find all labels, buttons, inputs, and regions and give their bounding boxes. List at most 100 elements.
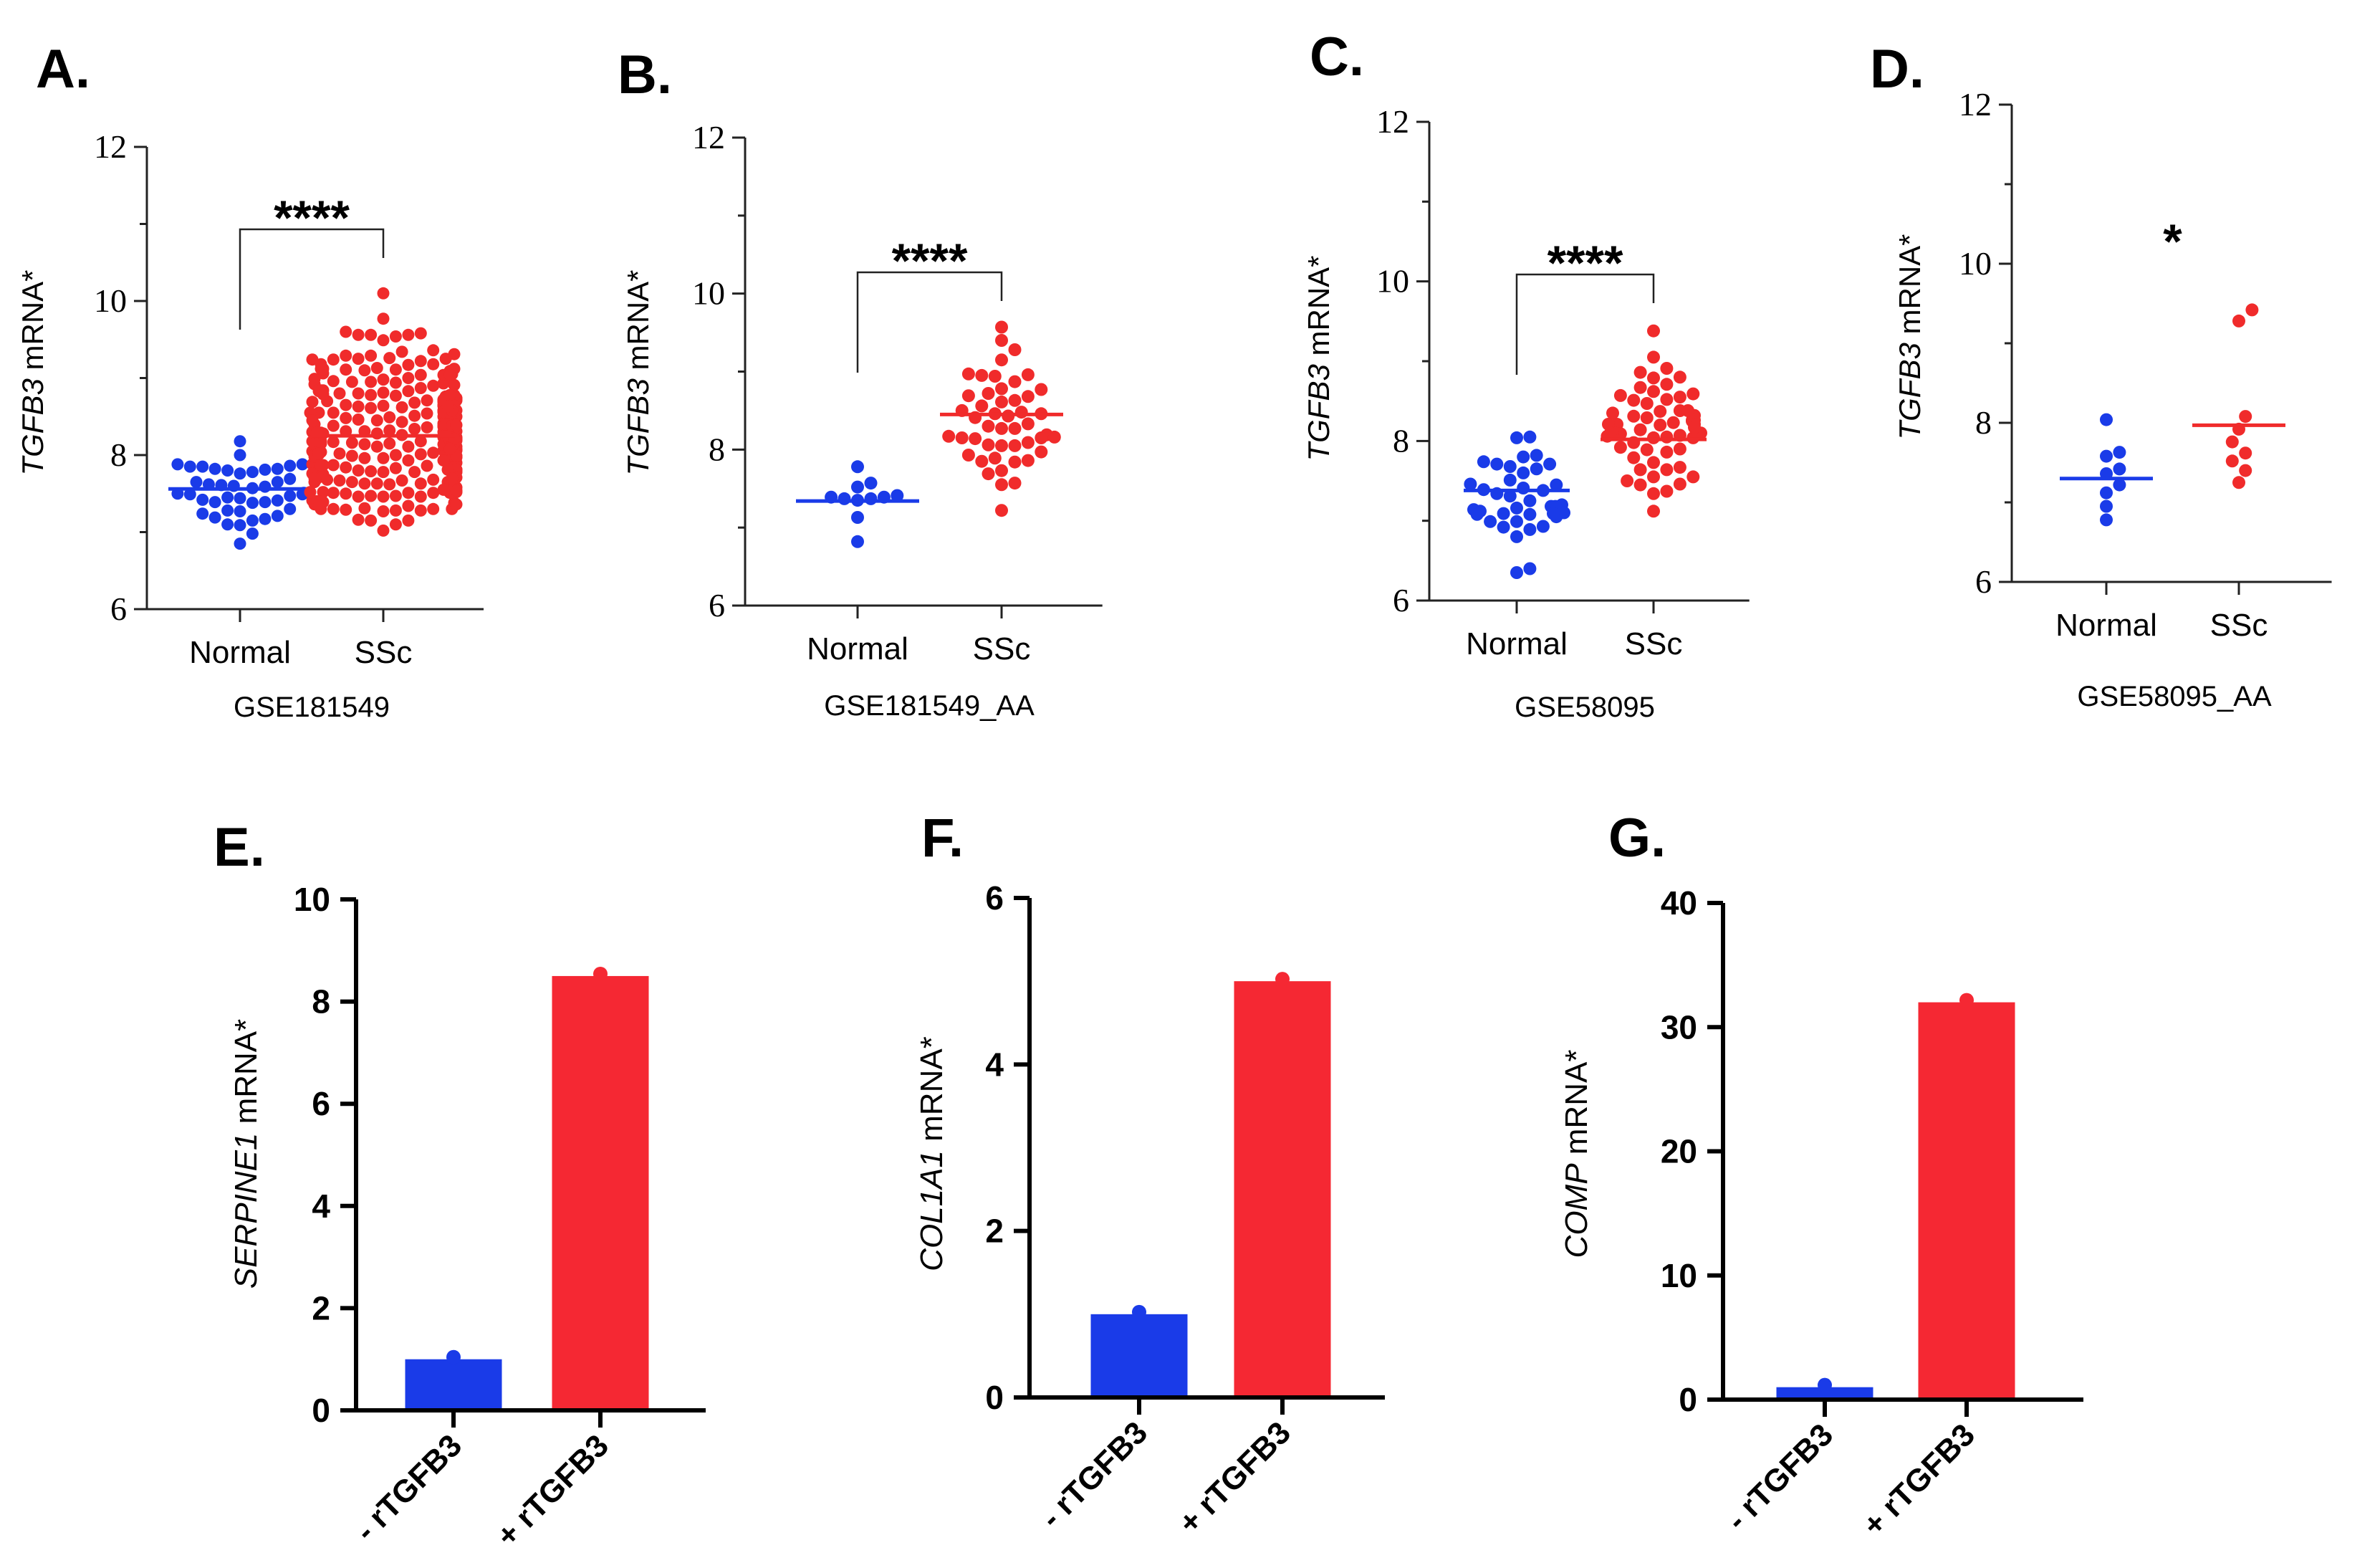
data-point <box>234 467 246 480</box>
data-point <box>408 396 421 409</box>
panel-letter: C. <box>1310 27 1364 87</box>
data-point <box>246 527 259 540</box>
data-point <box>2232 314 2245 328</box>
data-point <box>1604 426 1617 440</box>
data-point <box>1660 393 1674 406</box>
data-point <box>1523 522 1537 536</box>
data-point <box>2113 446 2126 459</box>
data-point <box>402 440 415 453</box>
data-point <box>327 487 340 500</box>
data-point <box>2100 449 2113 463</box>
data-point <box>1484 515 1497 528</box>
y-tick-label: 8 <box>709 431 725 467</box>
data-point <box>365 328 378 341</box>
data-point <box>1021 390 1035 403</box>
data-point <box>1647 385 1660 398</box>
data-point <box>221 518 234 531</box>
data-point <box>190 476 203 489</box>
data-point <box>1660 463 1674 477</box>
y-tick-label: 12 <box>1376 103 1409 140</box>
panel-e: E. 0 2 4 6 8 10 - rTGFB3 + rTGFB3 SERPINE1 mRNA* <box>213 817 706 1554</box>
data-point <box>995 464 1008 477</box>
data-point <box>365 489 378 502</box>
data-point <box>284 502 297 515</box>
x-category-label: SSc <box>355 635 413 670</box>
data-point <box>851 480 864 494</box>
x-axis-title: GSE181549_AA <box>824 690 1035 722</box>
data-point <box>358 438 371 451</box>
data-point <box>377 373 390 386</box>
data-point <box>377 466 390 479</box>
y-axis-gene: SERPINE1 <box>229 1133 264 1289</box>
data-point <box>1536 520 1550 533</box>
y-axis-suffix: mRNA* <box>1893 234 1926 343</box>
data-point <box>995 478 1008 492</box>
data-point <box>259 496 272 509</box>
data-point <box>1688 421 1701 434</box>
data-point <box>340 503 352 516</box>
significance-label: * <box>2163 214 2182 269</box>
x-category-label: Normal <box>189 635 291 670</box>
data-point <box>427 379 440 392</box>
data-point <box>365 376 378 388</box>
data-point <box>1640 397 1654 410</box>
data-point <box>982 419 995 433</box>
data-point <box>414 355 427 368</box>
data-point <box>304 486 317 499</box>
data-point <box>2232 476 2245 489</box>
data-point <box>1647 505 1660 518</box>
data-point <box>1503 473 1517 487</box>
data-point <box>327 406 340 419</box>
data-point <box>408 409 421 422</box>
data-point <box>306 396 319 408</box>
data-point <box>414 477 427 490</box>
data-point <box>1035 431 1048 444</box>
data-point <box>395 345 408 358</box>
data-point <box>975 399 989 413</box>
y-axis-title: TGFB3 mRNA* <box>1893 234 1926 439</box>
data-point <box>352 353 365 365</box>
panel-letter: B. <box>618 44 672 105</box>
data-point <box>1550 478 1563 492</box>
data-point <box>1510 566 1523 579</box>
x-category-label: - rTGFB3 <box>1034 1415 1154 1535</box>
panel-c: C. 6 8 10 12 Normal SSc GSE58095 TGFB3 mRNA* **** <box>1302 27 1750 723</box>
y-axis-gene: TGFB3 <box>1302 364 1335 461</box>
data-point <box>317 427 330 440</box>
data-point <box>1490 457 1504 471</box>
data-point <box>315 384 327 397</box>
data-point <box>414 382 427 394</box>
data-point <box>377 312 390 325</box>
data-point <box>450 498 463 511</box>
y-tick-label: 4 <box>312 1187 330 1225</box>
data-point <box>961 367 975 381</box>
data-point <box>1047 430 1061 444</box>
data-point <box>358 477 371 490</box>
data-point <box>2113 462 2126 476</box>
data-point <box>838 492 851 505</box>
data-point <box>377 490 390 503</box>
data-point <box>1503 460 1517 473</box>
y-tick-label: 2 <box>312 1289 330 1327</box>
data-point <box>234 492 246 505</box>
y-axis-suffix: mRNA* <box>1559 1050 1594 1164</box>
data-point <box>389 330 402 343</box>
data-point <box>208 511 221 524</box>
data-point <box>427 358 440 371</box>
data-point <box>1008 343 1022 356</box>
data-point <box>408 423 421 435</box>
data-point <box>345 476 358 489</box>
panel-a: A. 6 8 10 12 Normal SSc GSE181549 TGFB3 mRNA* ***… <box>16 39 484 723</box>
data-point <box>437 377 450 390</box>
data-point <box>982 467 995 481</box>
data-point <box>1008 455 1022 469</box>
bar <box>1776 1387 1873 1400</box>
y-axis-gene: COMP <box>1559 1163 1594 1258</box>
data-point <box>450 484 463 497</box>
y-axis-title: TGFB3 mRNA* <box>621 269 655 475</box>
data-point <box>2100 513 2113 527</box>
data-point <box>352 513 365 526</box>
data-point <box>358 502 371 515</box>
data-point <box>389 376 402 389</box>
